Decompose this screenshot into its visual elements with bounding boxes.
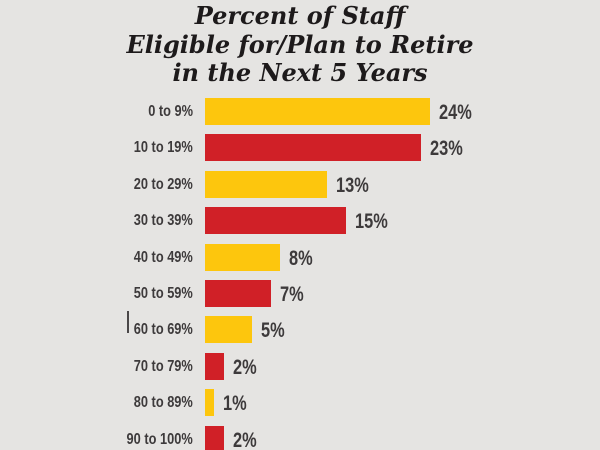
category-label: 80 to 89% xyxy=(133,394,193,412)
bar-row: 20 to 29% 13% xyxy=(0,170,600,198)
bar xyxy=(205,280,271,307)
category-label: 60 to 69% xyxy=(133,321,193,339)
stray-cursor-mark xyxy=(127,311,129,334)
bar-row: 60 to 69% 5% xyxy=(0,311,600,344)
value-label: 1% xyxy=(223,392,248,416)
bar-row: 40 to 49% 8% xyxy=(0,243,600,271)
category-label: 10 to 19% xyxy=(133,139,193,157)
bar-row: 70 to 79% 2% xyxy=(0,352,600,380)
bar xyxy=(205,243,280,271)
chart-title: Percent of Staff Eligible for/Plan to Re… xyxy=(0,1,600,88)
category-label: 30 to 39% xyxy=(133,212,193,230)
chart-title-line-2: Eligible for/Plan to Retire xyxy=(126,29,474,59)
bar-row: 50 to 59% 7% xyxy=(0,280,600,307)
value-label: 8% xyxy=(289,246,313,270)
bar xyxy=(205,389,215,417)
bar-row: 90 to 100% 2% xyxy=(0,425,600,450)
category-label: 50 to 59% xyxy=(133,285,193,302)
category-label: 70 to 79% xyxy=(133,357,193,375)
value-label: 13% xyxy=(335,173,369,197)
category-label: 20 to 29% xyxy=(133,175,193,193)
bar-row: 10 to 19% 23% xyxy=(0,134,600,162)
category-label: 40 to 49% xyxy=(133,248,193,266)
value-label: 15% xyxy=(354,210,388,234)
bar xyxy=(205,425,224,450)
bar-row: 0 to 9% 24% xyxy=(0,98,600,125)
category-label: 0 to 9% xyxy=(148,103,193,120)
bar xyxy=(205,170,327,198)
chart-title-line-1: Percent of Staff xyxy=(194,1,406,30)
chart-title-line-3: in the Next 5 Years xyxy=(172,58,428,87)
bar-row: 80 to 89% 1% xyxy=(0,389,600,417)
value-label: 23% xyxy=(429,137,463,161)
bar xyxy=(205,98,430,125)
value-label: 2% xyxy=(232,428,257,450)
value-label: 2% xyxy=(232,355,257,379)
bar xyxy=(205,134,421,162)
value-label: 5% xyxy=(260,319,285,343)
value-label: 24% xyxy=(439,101,472,124)
bar-row: 30 to 39% 15% xyxy=(0,207,600,235)
value-label: 7% xyxy=(279,283,304,306)
bar xyxy=(205,316,252,344)
bar xyxy=(205,352,224,380)
bar xyxy=(205,207,346,235)
category-label: 90 to 100% xyxy=(126,430,193,448)
